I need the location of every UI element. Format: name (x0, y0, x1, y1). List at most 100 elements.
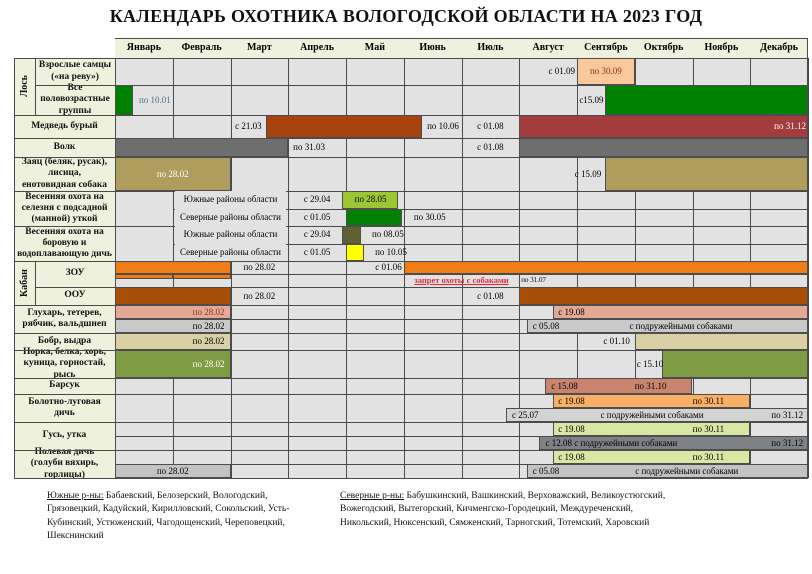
grid-line (288, 350, 290, 378)
grid-line (230, 287, 232, 305)
date-label: по 28.02 (156, 169, 189, 179)
date-label: с 15.10 (636, 359, 664, 369)
grid-line (115, 436, 808, 437)
date-label: с15.09 (579, 95, 604, 105)
grid-line (35, 85, 808, 86)
date-label: по 30.11 (692, 452, 725, 462)
season-bar (115, 287, 231, 305)
date-label: с 25.07 (512, 410, 539, 420)
date-label: с подружейными собаками (629, 321, 733, 331)
row-label: ЗОУ (35, 261, 115, 287)
grid-line (35, 287, 808, 288)
grid-line (461, 157, 463, 191)
date-label: по 30.11 (692, 424, 725, 434)
month-header: Май (364, 42, 385, 53)
grid-line (519, 85, 521, 115)
calendar-table: Январь Февраль Март Апрель Май Июнь Июль Август… (14, 38, 809, 480)
date-label: с 01.05 (303, 211, 331, 222)
month-header: Январь (126, 42, 161, 53)
date-label: с подружейными собаками (635, 466, 739, 476)
date-label: по 31.12 (771, 438, 804, 448)
grid-line (115, 226, 116, 261)
season-bar (115, 85, 134, 115)
grid-line (230, 394, 232, 422)
grid-line (14, 138, 808, 139)
date-label: по 10.06 (427, 121, 459, 131)
date-label: с 05.08 (532, 466, 560, 476)
grid-line (288, 378, 290, 394)
month-header-row (115, 38, 808, 58)
date-label: с 01.08 (477, 142, 504, 152)
grid-line (808, 138, 809, 157)
season-bar (552, 450, 751, 464)
grid-line (519, 378, 521, 394)
grid-line (461, 138, 463, 157)
date-label: по 30.05 (413, 211, 446, 222)
row-label: Полевая дичь (голуби вяхирь, горлицы) (14, 447, 115, 480)
month-header: Март (246, 42, 272, 53)
row-label: Болотно-луговая дичь (14, 394, 115, 422)
grid-line (577, 157, 578, 191)
date-label: по 31.03 (293, 142, 325, 152)
season-bar (634, 333, 808, 350)
season-bar (545, 378, 693, 394)
season-bar (526, 319, 808, 333)
grid-line (519, 350, 521, 378)
season-bar (172, 274, 231, 280)
region-label: Северные районы области (174, 208, 287, 226)
season-bar (577, 58, 635, 85)
grid-line (461, 85, 463, 115)
grid-line (288, 287, 290, 305)
date-label: с 19.08 (558, 307, 585, 317)
date-label: по 28.02 (192, 359, 225, 369)
month-header: Апрель (300, 42, 335, 53)
grid-line (14, 378, 808, 379)
grid-line (115, 191, 116, 226)
date-label: с 15.09 (574, 169, 602, 179)
south-districts-list: Бабаевский, Белозерский, Вологодский, Гр… (47, 491, 290, 542)
date-label: с 21.03 (235, 121, 262, 131)
grid-line (403, 287, 405, 305)
grid-line (14, 157, 808, 158)
date-label: с 12.08 с подружейными собаками (545, 438, 678, 448)
grid-line (115, 319, 808, 320)
page-title: КАЛЕНДАРЬ ОХОТНИКА ВОЛОГОДСКОЙ ОБЛАСТИ Н… (109, 6, 703, 26)
grid-line (403, 333, 405, 350)
grid-line (115, 464, 808, 465)
date-label: по 28.05 (354, 194, 387, 204)
grid-line (808, 261, 809, 287)
date-label: по 28.02 (243, 291, 276, 301)
grid-line (172, 85, 174, 115)
grid-line (808, 333, 809, 350)
grid-line (692, 378, 694, 394)
season-bar (266, 115, 423, 138)
grid-line (750, 378, 752, 394)
month-header: Август (532, 42, 564, 53)
grid-line (14, 350, 808, 351)
grid-line (14, 305, 808, 306)
season-bar (662, 350, 808, 378)
date-label: по 10.05 (375, 246, 407, 257)
grid-line (403, 85, 405, 115)
grid-line (403, 58, 405, 85)
grid-line (808, 394, 809, 422)
season-bar (505, 408, 808, 422)
grid-line (808, 378, 809, 394)
grid-line (35, 261, 36, 305)
grid-line (230, 115, 232, 138)
date-label: по 10.01 (138, 95, 171, 105)
grid-line (808, 422, 809, 450)
date-label: с 01.10 (603, 336, 630, 346)
grid-line (172, 243, 808, 245)
grid-line (519, 333, 521, 350)
grid-line (403, 157, 405, 191)
date-label: с 01.08 (477, 121, 504, 131)
grid-line (403, 138, 405, 157)
grid-line (808, 85, 809, 115)
date-label: с 01.06 (375, 262, 402, 272)
grid-line (577, 350, 578, 378)
grid-line (14, 422, 808, 423)
row-label: Норка, белка, хорь, куница, горностай, р… (14, 347, 115, 380)
date-label: с 05.08 (532, 321, 560, 331)
season-bar (604, 85, 808, 115)
